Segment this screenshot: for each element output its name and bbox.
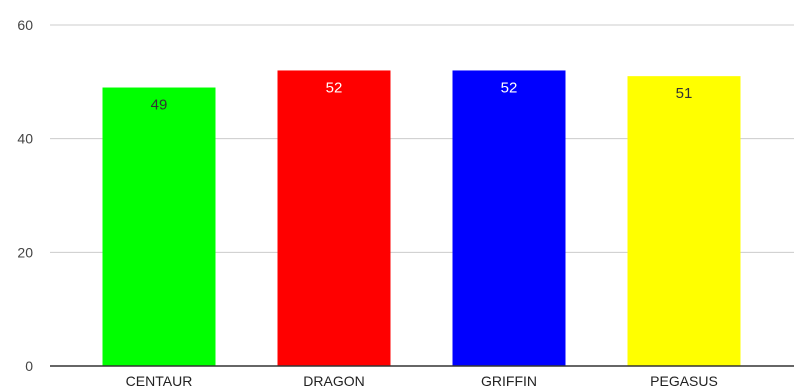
axes: 0 20 40 60 CENTAUR DRAGON GRIFFIN PEGASUS <box>17 17 794 389</box>
data-label-pegasus: 51 <box>676 85 693 102</box>
y-tick-label: 40 <box>17 131 33 147</box>
bar-griffin <box>452 70 566 366</box>
x-tick-label-centaur: CENTAUR <box>126 373 193 389</box>
y-tick-label: 60 <box>17 17 33 33</box>
data-label-centaur: 49 <box>151 97 168 114</box>
bars <box>102 70 741 367</box>
bar-dragon <box>277 70 391 366</box>
y-tick-label: 0 <box>25 358 33 374</box>
x-tick-label-griffin: GRIFFIN <box>481 373 537 389</box>
x-tick-label-dragon: DRAGON <box>303 373 364 389</box>
data-labels: 49 52 52 51 <box>151 79 693 113</box>
x-tick-label-pegasus: PEGASUS <box>650 373 718 389</box>
data-label-griffin: 52 <box>501 79 518 96</box>
bar-pegasus <box>627 76 741 367</box>
bar-centaur <box>102 87 216 367</box>
y-tick-label: 20 <box>17 244 33 260</box>
data-label-dragon: 52 <box>326 79 343 96</box>
